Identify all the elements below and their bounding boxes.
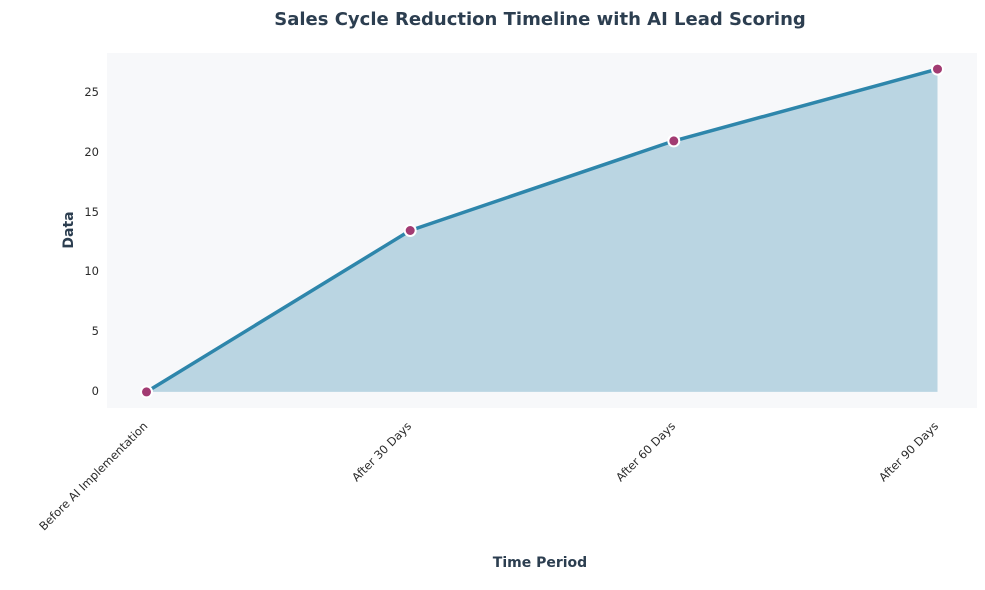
x-tick-label: After 60 Days	[612, 419, 678, 485]
area-fill	[146, 69, 938, 392]
x-tick-label: After 90 Days	[876, 419, 942, 485]
x-tick-label: Before AI Implementation	[36, 419, 151, 534]
y-tick-label: 5	[91, 324, 99, 339]
plot-area	[107, 53, 977, 408]
chart-title: Sales Cycle Reduction Timeline with AI L…	[274, 9, 806, 30]
data-point-1	[403, 224, 417, 237]
y-tick-label: 0	[91, 383, 99, 398]
y-tick-label: 10	[84, 264, 99, 279]
y-tick-label: 20	[84, 144, 99, 159]
data-point-3	[931, 62, 944, 76]
x-tick-label: After 30 Days	[348, 419, 415, 485]
y-tick-label: 15	[84, 204, 99, 219]
trend-line	[144, 67, 940, 394]
data-point-0	[140, 385, 153, 399]
x-axis-label: Time Period	[492, 555, 588, 571]
trend-chart-svg	[140, 62, 944, 399]
y-tick-label: 25	[84, 85, 99, 100]
data-point-2	[667, 134, 681, 148]
